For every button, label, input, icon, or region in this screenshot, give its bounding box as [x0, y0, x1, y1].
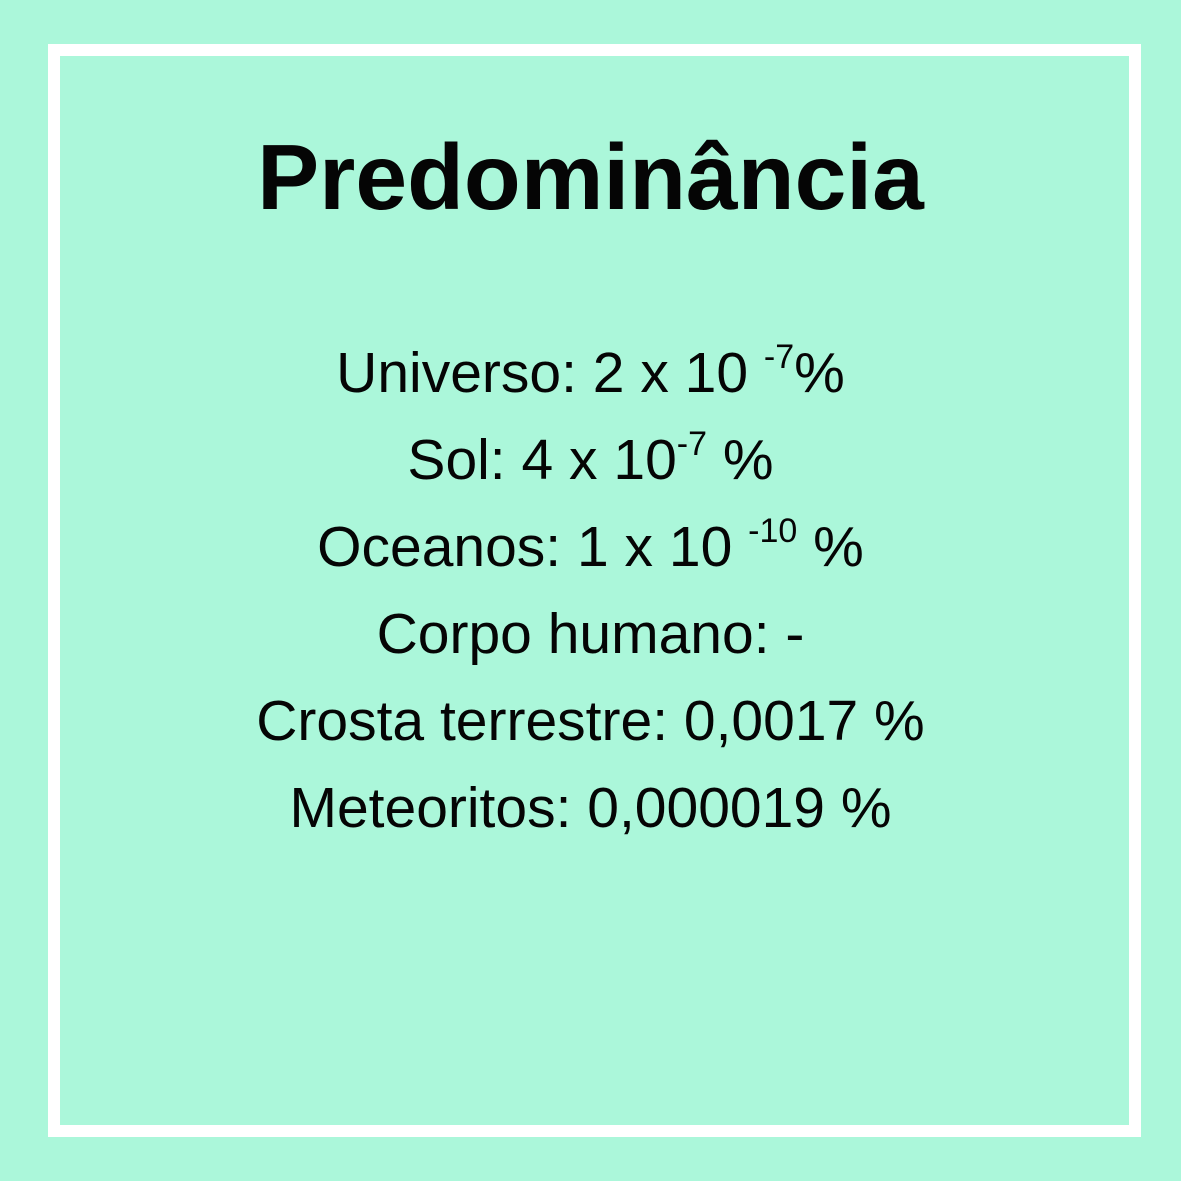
page-title: Predominância [257, 125, 924, 229]
row-label: Sol: [407, 428, 506, 492]
row-label: Meteoritos: [289, 776, 572, 840]
predominance-list: Universo: 2 x 10 -7% Sol: 4 x 10-7 % Oce… [0, 330, 1181, 852]
row-value: - [785, 602, 805, 666]
row-meteoritos: Meteoritos: 0,000019 % [0, 765, 1181, 852]
row-label: Crosta terrestre: [256, 689, 669, 753]
row-value: 0,000019 % [587, 776, 892, 840]
exponent: -10 [748, 512, 798, 550]
white-border-frame [48, 44, 1141, 1137]
row-oceanos: Oceanos: 1 x 10 -10 % [317, 512, 864, 579]
row-label: Oceanos: [317, 515, 562, 579]
row-universo: Universo: 2 x 10 -7% [336, 338, 845, 405]
exponent: -7 [763, 338, 795, 376]
row-sol: Sol: 4 x 10-7 % [407, 425, 774, 492]
row-corpo-humano: Corpo humano: - [0, 591, 1181, 678]
row-label: Universo: [336, 341, 577, 405]
row-label: Corpo humano: [376, 602, 770, 666]
row-crosta-terrestre: Crosta terrestre: 0,0017 % [0, 678, 1181, 765]
exponent: -7 [676, 425, 708, 463]
row-value: 0,0017 % [683, 689, 925, 753]
